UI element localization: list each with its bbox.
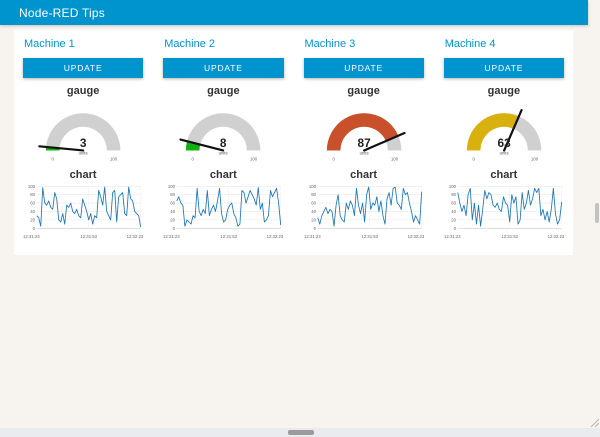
svg-text:12:31:23: 12:31:23 — [304, 234, 321, 239]
svg-text:0: 0 — [472, 157, 475, 162]
gauge-title: gauge — [487, 85, 521, 97]
svg-text:63: 63 — [497, 136, 511, 150]
chart-widget: 0 20 40 60 80 100 12:31:23 12:31:53 12:32:23 — [304, 184, 424, 239]
gauge-title: gauge — [207, 85, 240, 97]
svg-text:40: 40 — [451, 209, 456, 214]
svg-text:units: units — [219, 151, 228, 156]
svg-text:12:32:23: 12:32:23 — [127, 234, 144, 239]
svg-text:3: 3 — [80, 136, 87, 150]
update-button[interactable]: UPDATE — [443, 58, 564, 78]
svg-text:0: 0 — [173, 226, 176, 231]
svg-text:40: 40 — [171, 209, 176, 214]
resize-grip-icon[interactable] — [588, 416, 599, 427]
svg-text:12:32:23: 12:32:23 — [267, 234, 284, 239]
svg-text:8: 8 — [220, 136, 227, 150]
horizontal-scrollbar-thumb[interactable] — [288, 430, 314, 435]
chart-widget: 0 20 40 60 80 100 12:31:23 12:31:53 12:32:23 — [444, 184, 564, 239]
svg-text:units: units — [499, 151, 508, 156]
svg-text:80: 80 — [30, 192, 35, 197]
svg-text:60: 60 — [171, 201, 176, 206]
svg-text:12:31:23: 12:31:23 — [444, 234, 461, 239]
chart-title: chart — [350, 169, 378, 181]
update-button[interactable]: UPDATE — [163, 58, 284, 78]
machine-column-1: Machine 1 UPDATE gauge 3 units 0 100 chart … — [16, 30, 150, 255]
svg-text:12:31:23: 12:31:23 — [163, 234, 180, 239]
machine-column-2: Machine 2 UPDATE gauge 8 units 0 100 chart … — [156, 30, 290, 255]
machine-title: Machine 2 — [164, 38, 216, 50]
update-button[interactable]: UPDATE — [303, 58, 424, 78]
svg-text:12:31:53: 12:31:53 — [221, 234, 238, 239]
svg-text:80: 80 — [171, 192, 176, 197]
svg-text:12:31:53: 12:31:53 — [501, 234, 518, 239]
chart-title: chart — [69, 169, 97, 181]
svg-text:units: units — [79, 151, 88, 156]
svg-text:60: 60 — [311, 201, 316, 206]
svg-text:100: 100 — [168, 184, 176, 189]
svg-text:20: 20 — [30, 217, 35, 222]
svg-text:20: 20 — [311, 217, 316, 222]
svg-text:87: 87 — [357, 136, 371, 150]
app-header: Node-RED Tips — [0, 0, 588, 25]
svg-text:40: 40 — [311, 209, 316, 214]
svg-text:12:31:53: 12:31:53 — [80, 234, 97, 239]
machine-title: Machine 4 — [444, 38, 496, 50]
svg-text:100: 100 — [531, 157, 539, 162]
chart-title: chart — [209, 169, 237, 181]
chart-title: chart — [490, 169, 518, 181]
svg-text:0: 0 — [51, 157, 54, 162]
dashboard-card: Machine 1 UPDATE gauge 3 units 0 100 chart … — [14, 30, 573, 255]
svg-text:0: 0 — [192, 157, 195, 162]
svg-text:0: 0 — [453, 226, 456, 231]
update-button[interactable]: UPDATE — [23, 58, 144, 78]
svg-text:12:31:23: 12:31:23 — [23, 234, 40, 239]
svg-text:0: 0 — [33, 226, 36, 231]
svg-text:100: 100 — [110, 157, 118, 162]
svg-text:40: 40 — [30, 209, 35, 214]
chart-widget: 0 20 40 60 80 100 12:31:23 12:31:53 12:32:23 — [23, 184, 144, 239]
svg-text:units: units — [359, 151, 368, 156]
machine-title: Machine 3 — [304, 38, 356, 50]
gauge-title: gauge — [347, 85, 380, 97]
svg-text:100: 100 — [391, 157, 399, 162]
app-title: Node-RED Tips — [19, 5, 105, 20]
svg-text:20: 20 — [451, 217, 456, 222]
chart-widget: 0 20 40 60 80 100 12:31:23 12:31:53 12:32:23 — [163, 184, 284, 239]
machine-title: Machine 1 — [24, 38, 75, 50]
machine-column-3: Machine 3 UPDATE gauge 87 units 0 100 chart… — [297, 30, 431, 255]
svg-text:100: 100 — [250, 157, 258, 162]
svg-text:80: 80 — [311, 192, 316, 197]
svg-text:12:32:23: 12:32:23 — [407, 234, 424, 239]
svg-text:60: 60 — [451, 201, 456, 206]
horizontal-scrollbar[interactable] — [0, 428, 600, 437]
machine-column-4: Machine 4 UPDATE gauge 63 units 0 100 chart… — [437, 30, 571, 255]
svg-text:12:32:23: 12:32:23 — [547, 234, 564, 239]
svg-text:20: 20 — [171, 217, 176, 222]
svg-text:100: 100 — [28, 184, 36, 189]
gauge-title: gauge — [66, 85, 100, 97]
svg-text:100: 100 — [308, 184, 316, 189]
svg-text:0: 0 — [313, 226, 316, 231]
svg-text:60: 60 — [30, 201, 35, 206]
svg-text:100: 100 — [449, 184, 457, 189]
svg-text:0: 0 — [332, 157, 335, 162]
svg-text:80: 80 — [451, 192, 456, 197]
svg-text:12:31:53: 12:31:53 — [361, 234, 378, 239]
vertical-scrollbar-thumb[interactable] — [595, 203, 599, 223]
